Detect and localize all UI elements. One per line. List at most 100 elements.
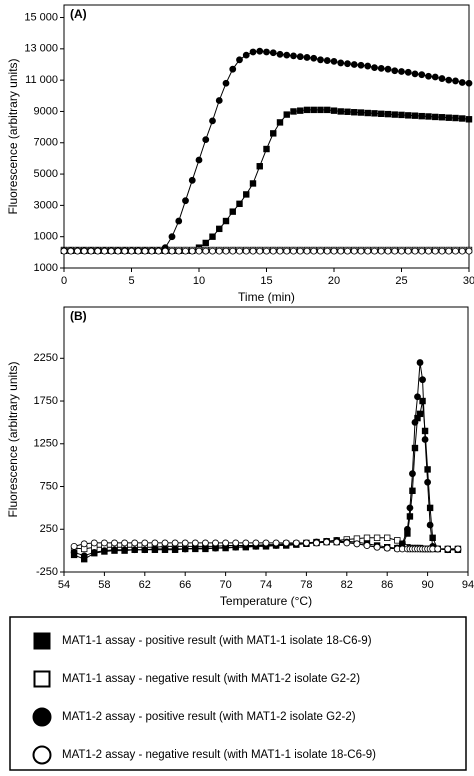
data-point xyxy=(398,68,405,75)
data-point xyxy=(465,116,473,123)
data-point xyxy=(292,539,300,547)
data-point xyxy=(215,97,223,104)
y-tick-label: 250 xyxy=(40,523,58,535)
data-point xyxy=(70,548,78,556)
data-point xyxy=(431,73,439,81)
data-point xyxy=(333,538,341,546)
panel-title: (B) xyxy=(70,309,87,323)
y-tick-label: 1250 xyxy=(34,438,58,450)
data-point xyxy=(445,76,453,84)
data-point xyxy=(337,59,345,67)
data-point xyxy=(414,393,421,401)
data-point xyxy=(161,539,169,547)
data-point xyxy=(411,247,419,255)
data-point xyxy=(121,539,128,547)
data-point xyxy=(229,247,237,255)
data-point xyxy=(411,419,419,426)
data-point xyxy=(438,114,446,121)
data-point xyxy=(161,247,169,255)
data-point xyxy=(434,545,442,553)
x-tick-label: 82 xyxy=(341,579,353,591)
x-tick-label: 58 xyxy=(98,579,110,591)
data-point xyxy=(378,110,385,118)
data-point xyxy=(209,233,216,240)
data-point xyxy=(148,247,156,255)
data-point xyxy=(131,539,139,547)
data-point xyxy=(151,545,159,553)
data-point xyxy=(272,539,280,547)
data-point xyxy=(222,539,230,547)
data-point xyxy=(394,537,401,544)
data-point xyxy=(377,247,385,255)
data-point xyxy=(391,67,399,75)
data-point xyxy=(282,539,290,547)
series-line xyxy=(73,362,458,557)
data-point xyxy=(444,545,452,553)
data-point xyxy=(128,247,135,255)
data-point xyxy=(445,114,452,121)
data-point xyxy=(357,109,365,116)
data-point xyxy=(350,247,358,255)
data-point xyxy=(101,539,108,547)
legend-label: MAT1-2 assay - positive result (with MAT… xyxy=(62,711,356,723)
data-point xyxy=(90,539,98,547)
data-point xyxy=(121,247,129,255)
data-point xyxy=(168,247,176,255)
data-point xyxy=(411,112,419,119)
data-point xyxy=(429,534,436,542)
y-tick-label: 13 000 xyxy=(24,43,58,55)
data-point xyxy=(409,470,416,478)
data-point xyxy=(426,504,434,512)
data-point xyxy=(303,106,311,114)
data-point xyxy=(262,539,270,547)
data-point xyxy=(67,247,75,255)
data-point xyxy=(209,117,216,125)
data-point xyxy=(313,539,320,547)
data-point xyxy=(424,478,432,486)
data-point xyxy=(141,539,149,547)
data-point xyxy=(236,56,243,64)
data-point xyxy=(60,247,68,255)
data-point xyxy=(398,111,405,119)
data-point xyxy=(371,110,378,117)
data-point xyxy=(363,534,371,542)
data-point xyxy=(252,539,260,547)
data-point xyxy=(458,247,466,255)
x-tick-label: 20 xyxy=(328,275,340,287)
series-line xyxy=(64,109,470,252)
data-point xyxy=(351,109,358,116)
data-point xyxy=(425,113,432,120)
y-axis-label: Fluorescence (arbitrary units) xyxy=(6,361,20,517)
data-point xyxy=(242,51,250,59)
data-point xyxy=(303,247,311,255)
data-point xyxy=(458,79,466,86)
data-point xyxy=(403,525,411,533)
data-point xyxy=(337,247,345,255)
data-point xyxy=(391,247,399,255)
data-point xyxy=(404,247,412,255)
data-point xyxy=(202,247,210,255)
data-point xyxy=(201,539,209,547)
data-point xyxy=(263,145,270,153)
legend-marker xyxy=(32,707,52,727)
data-point xyxy=(310,106,317,114)
data-point xyxy=(384,110,392,118)
data-point xyxy=(229,65,237,73)
legend-marker xyxy=(32,745,52,765)
y-tick-label: 3000 xyxy=(34,199,58,211)
data-point xyxy=(171,539,179,547)
x-tick-label: 62 xyxy=(139,579,151,591)
data-point xyxy=(236,247,243,255)
data-point xyxy=(373,534,381,542)
data-point xyxy=(383,534,391,542)
data-point xyxy=(404,68,412,76)
data-point xyxy=(371,247,378,255)
data-point xyxy=(216,225,223,233)
data-point xyxy=(283,247,291,255)
data-point xyxy=(191,539,199,547)
data-point xyxy=(242,539,250,547)
data-point xyxy=(80,552,88,560)
legend-marker xyxy=(33,670,51,688)
data-point xyxy=(424,466,431,473)
